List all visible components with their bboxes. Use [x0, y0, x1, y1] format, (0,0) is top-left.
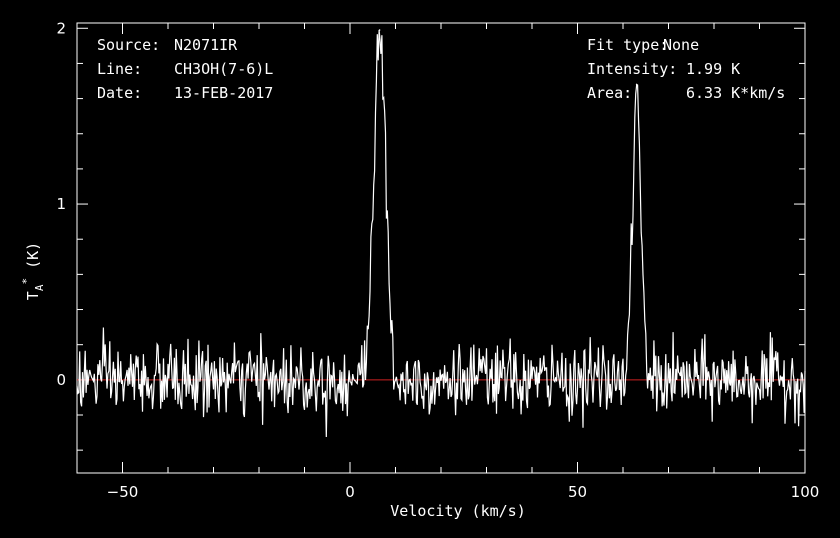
y-tick-label: 2 [56, 19, 66, 37]
info-left-key: Source: [97, 36, 160, 54]
spectrum-line [76, 29, 806, 438]
x-tick-label: 100 [791, 483, 820, 501]
peak-point [378, 29, 381, 31]
info-right-key: Intensity: [587, 60, 677, 78]
info-left-value: 13-FEB-2017 [174, 84, 273, 102]
peak-point [635, 83, 638, 86]
info-right-key: Fit type: [587, 36, 668, 54]
x-axis-label: Velocity (km/s) [390, 502, 525, 520]
info-left-key: Line: [97, 60, 142, 78]
info-left-value: N2071IR [174, 36, 238, 54]
x-tick-label: −50 [107, 483, 139, 501]
info-left-key: Date: [97, 84, 142, 102]
y-tick-label: 1 [56, 195, 66, 213]
y-tick-label: 0 [56, 371, 66, 389]
info-right-value: 1.99 K [686, 60, 740, 78]
x-tick-label: 50 [568, 483, 587, 501]
x-tick-label: 0 [345, 483, 355, 501]
info-right-key: Area: [587, 84, 632, 102]
info-right-value: 6.33 K*km/s [686, 84, 785, 102]
y-axis-label: TA* (K) [20, 242, 46, 300]
info-left-value: CH3OH(7-6)L [174, 60, 273, 78]
info-right-value: None [663, 36, 699, 54]
